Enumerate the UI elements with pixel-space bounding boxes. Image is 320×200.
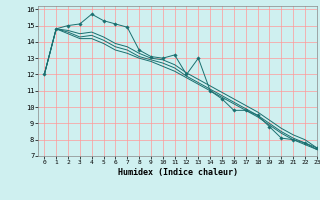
- X-axis label: Humidex (Indice chaleur): Humidex (Indice chaleur): [118, 168, 238, 177]
